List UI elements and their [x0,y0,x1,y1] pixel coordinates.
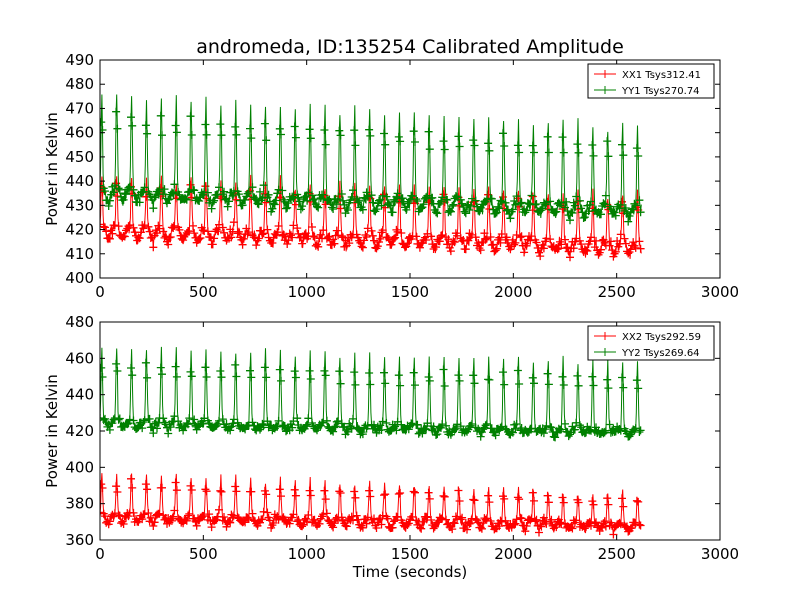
x-tick-label: 500 [189,283,218,301]
x-axis-label: Time (seconds) [352,563,468,581]
y-tick-label: 410 [65,245,94,263]
y-tick-label: 460 [65,124,94,142]
y-tick-label: 440 [65,386,94,404]
y-tick-label: 450 [65,148,94,166]
y-tick-label: 360 [65,531,94,549]
x-tick-label: 1000 [288,545,326,563]
y-tick-label: 440 [65,172,94,190]
y-tick-label: 480 [65,75,94,93]
legend-label: XX1 Tsys312.41 [622,70,701,81]
top-panel: 0 500 1000 1500 2000 2500 3000 400 410 420 430 440 4… [43,51,739,301]
series-yy1 [100,94,645,226]
x-tick-label: 0 [95,283,105,301]
y-tick-label: 400 [65,458,94,476]
legend-box [587,63,715,99]
plot-area [100,94,645,262]
chart-title: andromeda, ID:135254 Calibrated Amplitud… [196,36,624,58]
legend-marker [601,86,609,94]
y-tick-label: 380 [65,495,94,513]
legend: XX2 Tsys292.59 YY2 Tsys269.64 [587,325,715,361]
series-markers [100,358,645,442]
series-markers [100,474,645,539]
y-axis-label: Power in Kelvin [43,112,61,226]
series-xx2 [100,473,645,539]
bottom-panel: 0 500 1000 1500 2000 2500 3000 360 380 400 420 440 4… [43,313,739,581]
legend-box [587,325,715,361]
x-tick-label: 2500 [598,545,636,563]
y-tick-label: 480 [65,313,94,331]
legend-marker [601,332,609,340]
series-yy2 [100,346,645,442]
x-tick-label: 3000 [701,545,739,563]
x-tick-label: 2500 [598,283,636,301]
y-tick-label: 420 [65,422,94,440]
series-markers [100,179,645,262]
y-tick-label: 460 [65,349,94,367]
y-tick-label: 430 [65,196,94,214]
y-tick-label: 470 [65,99,94,117]
x-tick-label: 1500 [391,545,429,563]
legend-label: XX2 Tsys292.59 [622,332,701,343]
legend-label: YY1 Tsys270.74 [621,86,700,97]
y-axis-label: Power in Kelvin [43,374,61,488]
x-tick-label: 2000 [494,545,532,563]
plot-area [100,346,645,539]
x-tick-label: 1500 [391,283,429,301]
legend: XX1 Tsys312.41 YY1 Tsys270.74 [587,63,715,99]
x-tick-label: 3000 [701,283,739,301]
y-tick-label: 490 [65,51,94,69]
x-tick-label: 500 [189,545,218,563]
legend-label: YY2 Tsys269.64 [621,348,700,359]
legend-marker [601,70,609,78]
x-tick-label: 2000 [494,283,532,301]
series-markers [100,107,645,226]
legend-marker [601,348,609,356]
x-tick-label: 1000 [288,283,326,301]
x-tick-label: 0 [95,545,105,563]
y-tick-label: 420 [65,221,94,239]
y-tick-label: 400 [65,269,94,287]
